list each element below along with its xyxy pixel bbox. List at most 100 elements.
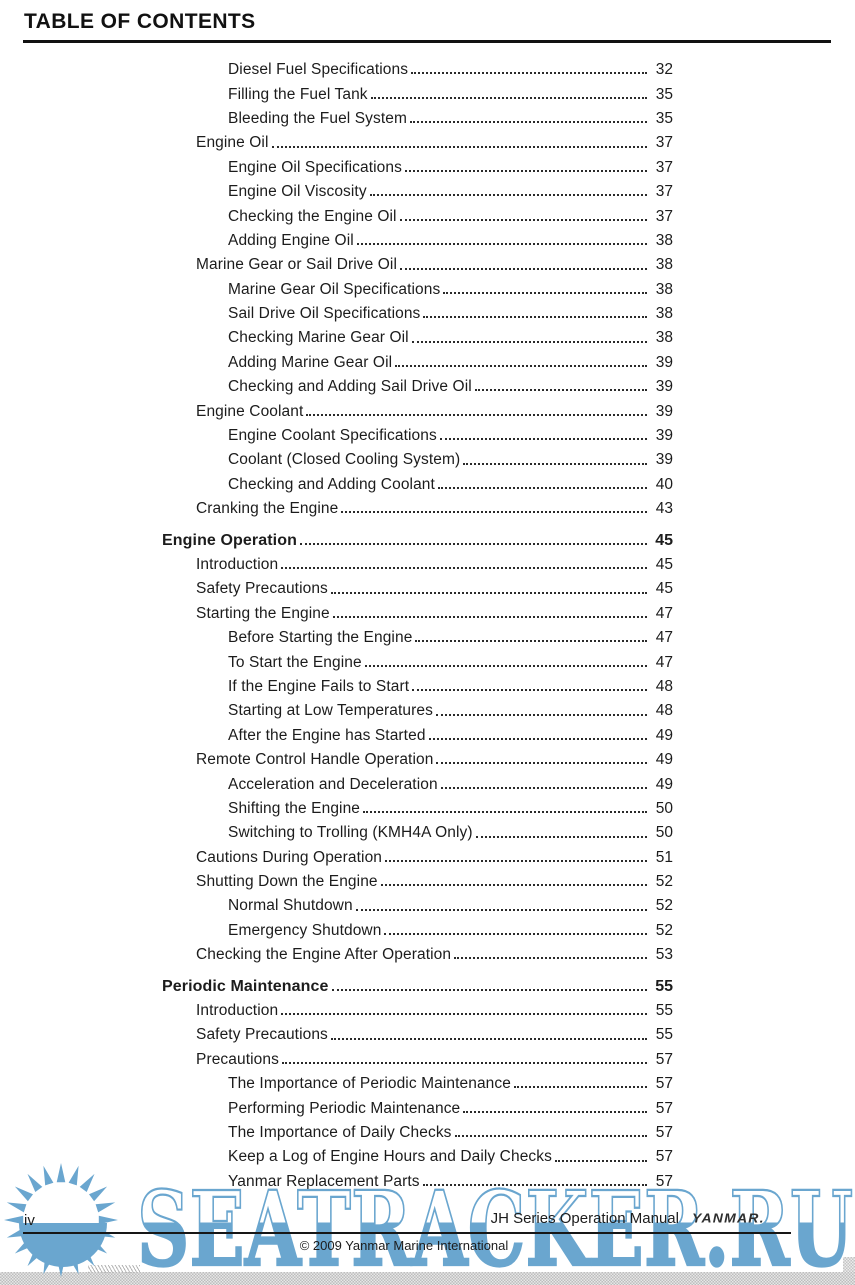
dot-leader — [281, 1013, 647, 1016]
toc-entry-page: 47 — [655, 604, 673, 622]
toc-entry: Adding Engine Oil 38 — [228, 229, 673, 253]
toc-entry-label: Checking Marine Gear Oil — [228, 329, 409, 347]
toc-entry: Engine Coolant Specifications 39 — [228, 424, 673, 448]
toc-entry-label: Remote Control Handle Operation — [196, 751, 434, 769]
toc-entry-page: 45 — [655, 580, 673, 598]
toc-entry: Precautions 57 — [196, 1048, 673, 1072]
toc-entry-label: Shifting the Engine — [228, 799, 361, 817]
toc-entry-page: 39 — [655, 451, 673, 469]
toc-entry-page: 52 — [655, 897, 673, 915]
toc-entry-page: 35 — [655, 85, 673, 103]
toc-entry-label: Engine Coolant Specifications — [228, 427, 437, 445]
dot-leader — [395, 365, 647, 368]
dot-leader — [330, 1037, 647, 1040]
dot-leader — [463, 462, 647, 465]
toc-entry-page: 53 — [655, 946, 673, 964]
footer-manual-title: JH Series Operation Manual — [490, 1210, 679, 1227]
toc-entry: Emergency Shutdown 52 — [228, 919, 673, 943]
toc-entry-label: Introduction — [196, 556, 279, 573]
toc-entry: Introduction 55 — [196, 999, 673, 1023]
scan-artifact-hatch — [88, 1265, 140, 1273]
toc-entry-label: Checking and Adding Coolant — [228, 475, 435, 493]
toc-entry-page: 57 — [655, 1075, 673, 1093]
toc-entry: Sail Drive Oil Specifications 38 — [228, 302, 673, 326]
toc-entry: Keep a Log of Engine Hours and Daily Che… — [228, 1145, 673, 1169]
toc-entry: Safety Precautions 45 — [196, 577, 673, 601]
page-title: TABLE OF CONTENTS — [24, 10, 256, 33]
copyright-notice: © 2009 Yanmar Marine International — [299, 1238, 509, 1253]
dot-leader — [399, 218, 647, 221]
toc-entry-label: Checking and Adding Sail Drive Oil — [228, 378, 472, 396]
toc-entry-label: Normal Shutdown — [228, 897, 353, 915]
toc-entry-label: Performing Periodic Maintenance — [228, 1099, 461, 1117]
toc-entry: Switching to Trolling (KMH4A Only) 50 — [228, 821, 673, 845]
dot-leader — [411, 340, 647, 343]
dot-leader — [281, 567, 647, 570]
toc-entry-page: 57 — [655, 1148, 673, 1166]
title-underline — [23, 40, 831, 43]
toc-entry: Engine Operation 45 — [162, 528, 673, 552]
toc-entry-page: 52 — [655, 873, 673, 891]
toc-entry-page: 39 — [655, 402, 673, 420]
toc-entry: Checking Marine Gear Oil 38 — [228, 326, 673, 350]
dot-leader — [411, 72, 647, 75]
toc-entry: Shutting Down the Engine 52 — [196, 870, 673, 894]
toc-entry: Cranking the Engine 43 — [196, 497, 673, 521]
toc-entry: To Start the Engine 47 — [228, 650, 673, 674]
toc-entry: Cautions During Operation 51 — [196, 846, 673, 870]
toc-entry-page: 43 — [655, 500, 673, 518]
toc-entry-label: Switching to Trolling (KMH4A Only) — [228, 824, 473, 842]
toc-entry: Coolant (Closed Cooling System) 39 — [228, 448, 673, 472]
sun-logo-icon — [4, 1163, 118, 1277]
toc-entry: Normal Shutdown 52 — [228, 894, 673, 918]
toc-entry-label: Marine Gear Oil Specifications — [228, 280, 441, 298]
dot-leader — [439, 438, 647, 441]
dot-leader — [385, 859, 647, 862]
toc-entry-page: 35 — [655, 109, 673, 127]
toc-entry: Checking the Engine Oil 37 — [228, 204, 673, 228]
dot-leader — [412, 689, 647, 692]
watermark: SEATRACKER.RU — [136, 1178, 854, 1273]
toc-entry-label: Precautions — [196, 1050, 279, 1068]
toc-entry-label: If the Engine Fails to Start — [228, 677, 410, 695]
dot-leader — [423, 316, 647, 319]
dot-leader — [463, 1110, 647, 1113]
toc-entry: Before Starting the Engine 47 — [228, 626, 673, 650]
toc-entry-label: Checking the Engine Oil — [228, 207, 397, 225]
toc-entry-page: 38 — [655, 280, 673, 298]
toc-entry-label: Cautions During Operation — [196, 848, 383, 866]
toc-entry-page: 50 — [655, 799, 673, 817]
toc-entry: Periodic Maintenance 55 — [162, 974, 673, 998]
dot-leader — [475, 835, 647, 838]
toc-entry-page: 37 — [655, 158, 673, 176]
toc-entry: Adding Marine Gear Oil 39 — [228, 351, 673, 375]
dot-leader — [400, 267, 647, 270]
toc-entry: After the Engine has Started 49 — [228, 724, 673, 748]
toc-entry-page: 47 — [655, 653, 673, 671]
toc-entry-label: Checking the Engine After Operation — [196, 946, 452, 964]
toc-entry-page: 55 — [655, 1002, 673, 1020]
toc-entry-label: Cranking the Engine — [196, 500, 339, 518]
toc-entry: Performing Periodic Maintenance 57 — [228, 1096, 673, 1120]
toc-entry-page: 52 — [655, 921, 673, 939]
toc-entry-label: Acceleration and Deceleration — [228, 775, 438, 793]
dot-leader — [513, 1086, 647, 1089]
toc-entry: Shifting the Engine 50 — [228, 797, 673, 821]
toc-entry-label: Adding Engine Oil — [228, 231, 354, 249]
toc-entry-page: 57 — [655, 1099, 673, 1117]
toc-entry-page: 39 — [655, 378, 673, 396]
toc-entry-label: Introduction — [196, 1002, 279, 1020]
dot-leader — [355, 908, 647, 911]
toc-entry-page: 38 — [655, 256, 673, 274]
toc-entry-page: 37 — [655, 134, 673, 152]
dot-leader — [306, 413, 647, 416]
dot-leader — [369, 194, 647, 197]
toc-entry-label: Before Starting the Engine — [228, 629, 413, 647]
toc-entry-page: 57 — [655, 1123, 673, 1141]
toc-entry: If the Engine Fails to Start 48 — [228, 675, 673, 699]
dot-leader — [436, 762, 647, 765]
toc-entry-page: 38 — [655, 305, 673, 323]
toc-entry-page: 55 — [655, 977, 673, 995]
toc-entry: Acceleration and Deceleration 49 — [228, 772, 673, 796]
